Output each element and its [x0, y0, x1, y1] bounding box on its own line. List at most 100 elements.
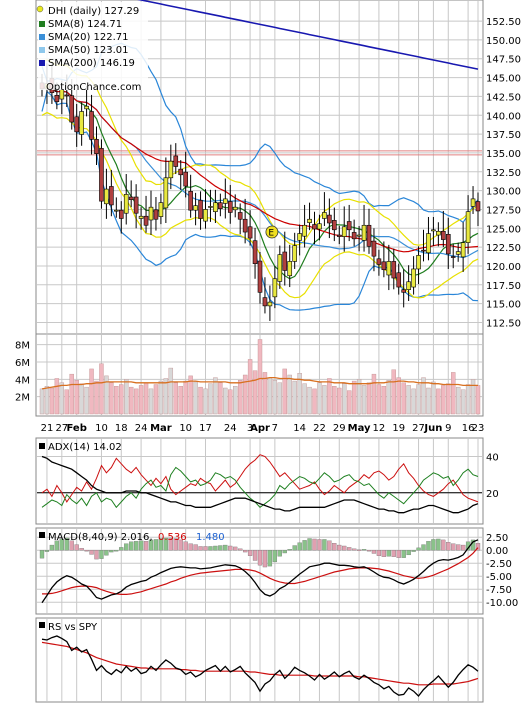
- rs-average-line: [41, 641, 479, 686]
- macd-histogram-bar: [361, 549, 367, 551]
- volume-bar: [252, 370, 258, 415]
- macd-histogram-bar: [436, 538, 441, 551]
- macd-line: [41, 539, 479, 604]
- volume-bar: [114, 386, 119, 415]
- adx-plot: [37, 454, 482, 514]
- macd-histogram-bar: [158, 538, 164, 551]
- price-tick-label: 152.50: [486, 17, 521, 28]
- volume-bar: [158, 380, 164, 415]
- sma8-line: [41, 85, 479, 280]
- price-tick-label: 122.50: [486, 243, 521, 254]
- candlestick: [332, 207, 337, 242]
- volume-bar: [168, 367, 174, 415]
- candlestick: [426, 216, 431, 261]
- macd-histogram-bar: [124, 543, 129, 551]
- volume-bar: [84, 386, 89, 415]
- macd-histogram-bar: [104, 550, 109, 556]
- candlestick: [183, 151, 188, 198]
- candlestick: [79, 102, 84, 146]
- volume-bar: [188, 375, 193, 415]
- volume-bar: [64, 389, 69, 415]
- adx-line: [41, 455, 479, 514]
- volume-bar: [297, 373, 302, 415]
- candlestick: [153, 197, 159, 231]
- candlestick: [441, 210, 446, 248]
- date-tick-label: 22: [313, 423, 326, 434]
- candlestick: [128, 180, 134, 208]
- macd-histogram-bar: [356, 549, 362, 551]
- macd-histogram-bar: [148, 539, 154, 551]
- volume-bar: [79, 383, 84, 415]
- candlestick: [232, 194, 238, 218]
- candlestick: [267, 285, 273, 321]
- volume-panel: 8M 6M 4M 2M: [15, 333, 484, 417]
- candlestick: [242, 198, 248, 244]
- candlestick: [371, 228, 377, 272]
- candlestick: [366, 208, 372, 254]
- chart-title: DHI (daily) 127.29: [48, 6, 139, 17]
- volume-bar: [366, 382, 372, 415]
- rs-plot: [41, 635, 479, 697]
- candlestick: [188, 174, 193, 218]
- macd-histogram-bar: [312, 538, 317, 551]
- date-tick-label: Apr: [250, 423, 270, 434]
- price-tick-label: 132.50: [486, 168, 521, 179]
- date-tick-label: 21: [41, 423, 54, 434]
- tick-label: 20: [486, 489, 499, 500]
- date-tick-label: 12: [373, 423, 386, 434]
- candlestick: [109, 169, 114, 217]
- macd-histogram-bar: [213, 545, 218, 551]
- macd-histogram-bar: [475, 543, 481, 551]
- adx-panel: 40 20 ADX(14) 14.02: [35, 437, 499, 525]
- macd-histogram-bar: [138, 540, 144, 551]
- volume-bar: [272, 380, 278, 415]
- volume-bar: [391, 369, 396, 415]
- volume-tick-label: 8M: [15, 341, 30, 352]
- candlestick: [223, 178, 228, 219]
- candlestick: [421, 229, 426, 262]
- volume-bar: [247, 359, 253, 415]
- volume-bar: [431, 381, 436, 415]
- macd-histogram-bar: [109, 550, 114, 553]
- macd-histogram-bar: [69, 540, 74, 551]
- date-tick-label: Feb: [66, 423, 86, 434]
- volume-bar: [312, 388, 317, 415]
- legend-swatch: [39, 60, 45, 66]
- volume-bar: [386, 380, 392, 415]
- macd-histogram-bar: [342, 545, 347, 551]
- candlestick: [351, 219, 357, 247]
- volume-bar: [346, 390, 352, 415]
- volume-bar: [39, 388, 45, 415]
- volume-bar: [337, 387, 342, 415]
- macd-histogram-bar: [277, 550, 282, 557]
- macd-histogram-bar: [456, 544, 461, 551]
- candlestick: [148, 190, 154, 236]
- volume-bar: [451, 372, 456, 415]
- candlestick: [465, 195, 471, 254]
- macd-histogram-bar: [366, 550, 372, 552]
- volume-tick-label: 6M: [15, 358, 30, 369]
- candlestick: [277, 245, 283, 289]
- candlestick: [386, 244, 392, 291]
- adx-marker-icon: [39, 443, 45, 449]
- volume-bar: [475, 385, 481, 415]
- candlestick: [84, 85, 89, 117]
- sma50-line: [41, 85, 479, 253]
- adx-y-axis: 40 20: [486, 453, 499, 500]
- candlestick: [297, 224, 302, 256]
- volume-bar: [44, 386, 50, 415]
- macd-title: MACD(8,40,9) 2.016,: [48, 532, 153, 543]
- date-tick-label: 19: [392, 423, 405, 434]
- date-tick-label: Jun: [423, 423, 442, 434]
- candlestick: [401, 269, 406, 308]
- candlestick: [312, 211, 317, 245]
- macd-histogram-bar: [94, 550, 99, 560]
- macd-histogram-bar: [54, 540, 60, 551]
- price-tick-label: 147.50: [486, 55, 521, 66]
- volume-tick-label: 2M: [15, 393, 30, 404]
- candlestick: [252, 227, 258, 279]
- macd-histogram-bar: [292, 545, 297, 551]
- candlestick: [376, 249, 382, 276]
- candlestick: [89, 94, 94, 155]
- volume-bar: [460, 389, 466, 415]
